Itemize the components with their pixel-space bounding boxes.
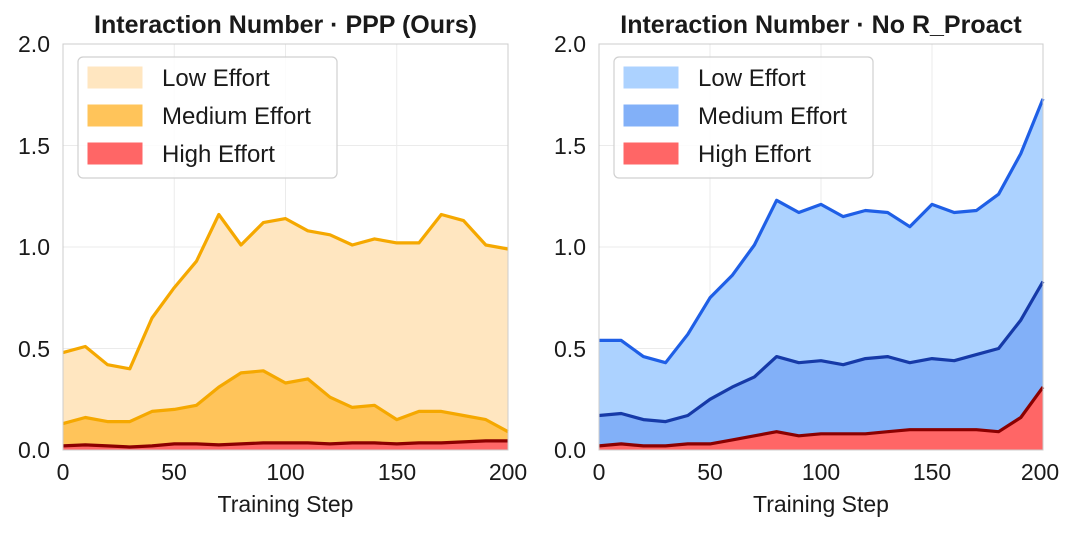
legend-swatch-medium-effort xyxy=(623,104,679,127)
plot-frame xyxy=(62,43,509,451)
line-high-effort xyxy=(62,439,508,449)
x-tick-label: 0 xyxy=(593,459,606,485)
line-low-effort xyxy=(62,212,509,371)
line-medium-effort xyxy=(598,280,1045,424)
legend-label-medium-effort: Medium Effort xyxy=(162,103,311,130)
x-axis-label: Training Step xyxy=(753,491,889,517)
x-tick-label: 150 xyxy=(378,459,416,485)
area-series xyxy=(62,212,509,450)
chart-title: Interaction Number · No R_Proact xyxy=(620,11,1022,39)
plot-frame xyxy=(598,43,1044,451)
y-tick-label: 1.0 xyxy=(554,234,586,260)
y-tick-labels: 0.0 0.5 1.0 1.5 2.0 xyxy=(554,31,586,463)
area-medium-effort xyxy=(599,281,1043,450)
x-tick-labels: 0 50 100 150 200 xyxy=(57,459,528,485)
area-medium-effort xyxy=(63,370,508,450)
legend-label-medium-effort: Medium Effort xyxy=(698,103,847,130)
x-tick-label: 100 xyxy=(802,459,840,485)
legend-box xyxy=(613,56,874,179)
legend-box xyxy=(77,56,338,179)
x-tick-label: 50 xyxy=(161,459,187,485)
x-tick-label: 0 xyxy=(57,459,70,485)
legend-label-low-effort: Low Effort xyxy=(698,65,806,92)
legend-swatch-low-effort xyxy=(87,66,143,89)
x-tick-label: 150 xyxy=(913,459,951,485)
chart-panel-no-r-proact: 0.0 0.5 1.0 1.5 2.0 0 50 100 150 200 Tra… xyxy=(554,11,1059,517)
area-series xyxy=(598,98,1045,451)
line-low-effort xyxy=(599,98,1045,365)
y-tick-label: 1.5 xyxy=(18,133,50,159)
line-high-effort xyxy=(598,386,1045,448)
legend-swatch-low-effort xyxy=(623,66,679,89)
legend: Low Effort Medium Effort High Effort xyxy=(77,56,338,179)
legend-swatch-high-effort xyxy=(623,142,679,165)
legend-label-high-effort: High Effort xyxy=(162,141,275,168)
y-tick-label: 1.0 xyxy=(18,234,50,260)
chart-title: Interaction Number · PPP (Ours) xyxy=(94,11,477,39)
legend-label-high-effort: High Effort xyxy=(698,141,811,168)
line-medium-effort xyxy=(62,369,509,434)
area-high-effort xyxy=(599,387,1043,450)
y-tick-label: 0.0 xyxy=(18,437,50,463)
legend-label-low-effort: Low Effort xyxy=(162,65,270,92)
x-tick-label: 50 xyxy=(697,459,723,485)
x-tick-labels: 0 50 100 150 200 xyxy=(593,459,1060,485)
y-tick-label: 0.5 xyxy=(554,336,586,362)
x-tick-label: 200 xyxy=(1021,459,1059,485)
legend: Low Effort Medium Effort High Effort xyxy=(613,56,874,179)
x-tick-label: 200 xyxy=(489,459,527,485)
x-tick-label: 100 xyxy=(266,459,304,485)
y-tick-label: 2.0 xyxy=(554,31,586,57)
y-tick-label: 1.5 xyxy=(554,133,586,159)
chart-panel-ppp: 0.0 0.5 1.0 1.5 2.0 0 50 100 150 200 Tra… xyxy=(18,11,527,517)
legend-swatch-medium-effort xyxy=(87,104,143,127)
legend-swatch-high-effort xyxy=(87,142,143,165)
x-axis-label: Training Step xyxy=(218,491,354,517)
y-tick-label: 0.5 xyxy=(18,336,50,362)
area-low-effort xyxy=(63,214,508,450)
area-high-effort xyxy=(63,440,508,450)
y-tick-label: 2.0 xyxy=(18,31,50,57)
y-tick-label: 0.0 xyxy=(554,437,586,463)
y-tick-labels: 0.0 0.5 1.0 1.5 2.0 xyxy=(18,31,50,463)
